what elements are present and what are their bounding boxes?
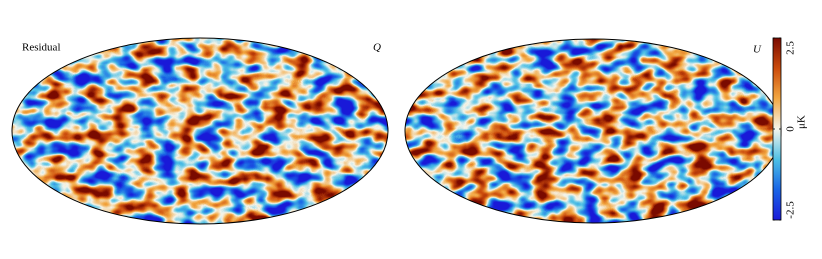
colorbar-tick-label: 2.5 bbox=[785, 41, 797, 55]
sky-map-u bbox=[405, 39, 781, 223]
sky-map-residual bbox=[12, 38, 388, 224]
colorbar-tick-label: 0 bbox=[785, 126, 797, 132]
map-outline bbox=[11, 37, 389, 225]
panel-label: U bbox=[753, 44, 762, 56]
colorbar-tick-label: -2.5 bbox=[785, 201, 797, 219]
panel-label: Residual bbox=[22, 42, 61, 54]
panel-label: Q bbox=[373, 42, 381, 54]
colorbar-label: μK bbox=[796, 115, 808, 129]
